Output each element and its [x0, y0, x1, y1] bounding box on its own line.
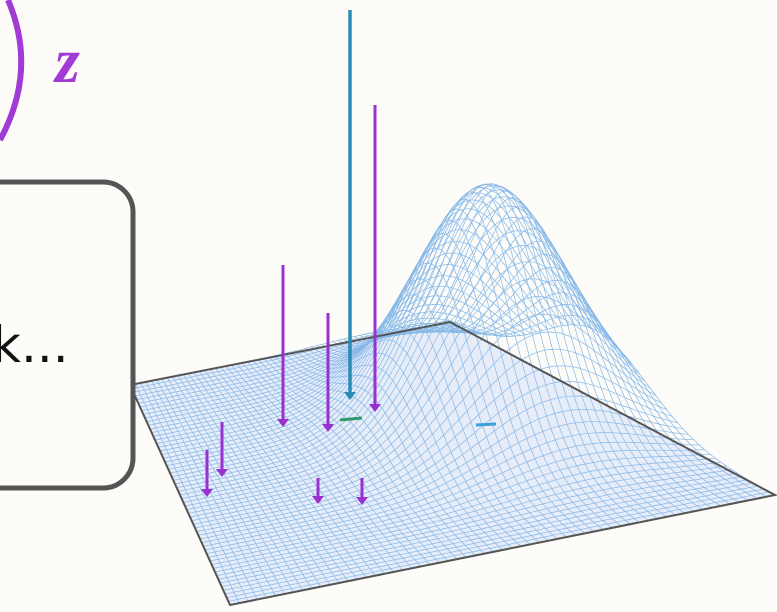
formula-variable: z: [53, 25, 80, 96]
small-marker: [340, 418, 362, 420]
figure: z k...: [0, 0, 777, 612]
small-marker: [476, 424, 496, 425]
callout-text: k...: [0, 316, 69, 374]
